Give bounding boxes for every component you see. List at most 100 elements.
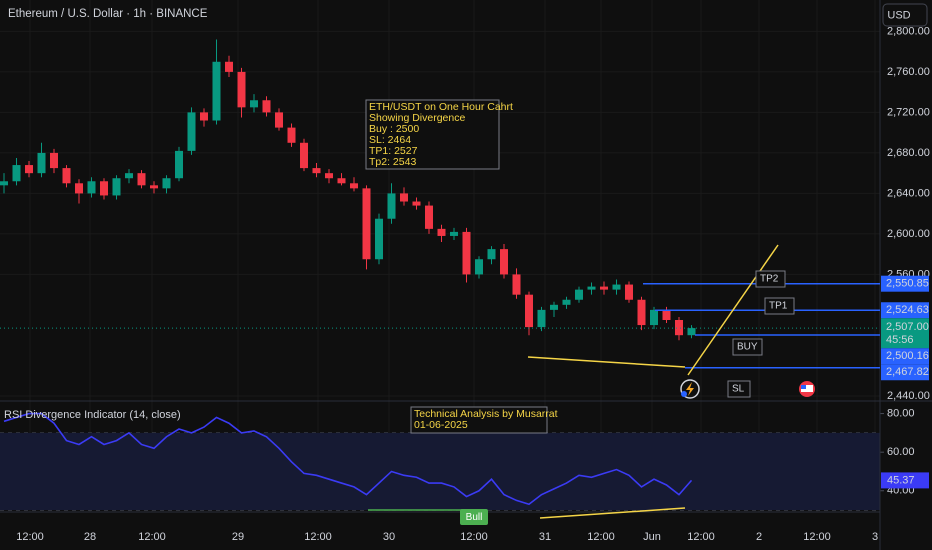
x-tick-label: 12:00 <box>687 531 715 543</box>
candle-body <box>262 100 271 113</box>
y-tick-label: 2,680.00 <box>887 147 930 159</box>
x-tick-label: 28 <box>84 531 96 543</box>
event-flag <box>801 385 813 392</box>
rsi-last-label: 45.37 <box>887 474 915 486</box>
x-tick-label: 29 <box>232 531 244 543</box>
candle-body <box>237 71 246 108</box>
candle-body <box>300 142 308 169</box>
candle-body <box>600 286 608 290</box>
level-pill <box>881 348 929 365</box>
candle-body <box>175 150 183 179</box>
candle-body <box>550 304 558 310</box>
x-tick-label: 12:00 <box>138 531 166 543</box>
candle-body <box>62 168 71 184</box>
candle-body <box>687 328 696 336</box>
annotation-line: Tp2: 2543 <box>369 156 416 168</box>
annotation-line: ETH/USDT on One Hour Cahrt <box>369 101 513 113</box>
candle-body <box>325 173 333 179</box>
event-flag-corner <box>801 385 806 389</box>
y-tick-label: 2,760.00 <box>887 66 930 78</box>
candle-body <box>0 181 8 186</box>
candle-body <box>100 181 108 196</box>
candle-body <box>137 173 146 186</box>
level-chip-label: TP2 <box>760 274 779 285</box>
candle-body <box>125 173 133 179</box>
y-tick-label: 2,720.00 <box>887 106 930 118</box>
x-tick-label: 12:00 <box>803 531 831 543</box>
countdown: 45:56 <box>886 334 914 346</box>
rsi-band <box>0 432 880 511</box>
candle-body <box>537 309 546 328</box>
annotation-line: TP1: 2527 <box>369 145 418 157</box>
candle-body <box>112 178 121 196</box>
candle-body <box>350 183 358 189</box>
signal-box <box>460 509 488 525</box>
candle-body <box>387 193 396 219</box>
level-pill <box>881 302 929 319</box>
candle-body <box>275 112 283 128</box>
x-tick-label: 2 <box>756 531 762 543</box>
alert-bolt <box>686 382 694 396</box>
candle-body <box>487 249 496 260</box>
candle-body <box>450 231 458 236</box>
trend-line <box>687 244 779 376</box>
x-tick-label: 3 <box>872 531 878 543</box>
rsi-trend-line <box>539 507 686 519</box>
candle-body <box>575 289 583 300</box>
x-tick-label: 31 <box>539 531 551 543</box>
candle-body <box>637 299 646 326</box>
candle-body <box>25 165 33 174</box>
annotation-line: Technical Analysis by Musarrat <box>414 408 558 420</box>
candle-body <box>75 183 83 194</box>
candle-body <box>362 188 371 260</box>
alert-icon[interactable] <box>680 379 700 399</box>
candle-body <box>562 299 571 305</box>
rsi-last-pill <box>881 472 929 489</box>
candle-body <box>650 309 658 326</box>
y-tick-label: 2,640.00 <box>887 187 930 199</box>
currency-label[interactable]: USD <box>887 9 910 21</box>
x-tick-label: 12:00 <box>587 531 615 543</box>
candle-body <box>425 205 433 229</box>
candle-body <box>50 152 58 169</box>
candle-body <box>475 259 483 275</box>
rsi-line <box>3 412 693 506</box>
candle-body <box>250 100 258 108</box>
candle-body <box>437 228 446 236</box>
candle-body <box>312 168 321 174</box>
level-value-label: 2,500.16 <box>886 350 929 362</box>
x-tick-label: 12:00 <box>460 531 488 543</box>
candle-body <box>375 218 383 260</box>
candle-body <box>212 61 221 121</box>
candle-body <box>525 294 533 328</box>
currency-button[interactable] <box>882 3 928 27</box>
candle-body <box>87 181 96 194</box>
candle-body <box>162 178 171 189</box>
level-chip <box>764 297 795 315</box>
candle-body <box>337 178 346 184</box>
candle-body <box>12 165 21 182</box>
candle-body <box>612 284 621 290</box>
level-chip-label: BUY <box>737 342 758 353</box>
alert-dot <box>681 391 687 397</box>
candle-body <box>625 284 633 300</box>
last-price-pill <box>881 318 929 349</box>
level-chip-label: TP1 <box>769 301 788 312</box>
x-tick-label: 12:00 <box>304 531 332 543</box>
overlays: 2,800.00 2,760.00 2,720.00 2,680.00 2,640.00… <box>16 25 930 543</box>
candle-body <box>200 112 208 121</box>
annotation-line: Showing Divergence <box>369 112 465 124</box>
level-pill <box>881 275 929 292</box>
candle-body <box>187 112 196 151</box>
candle-body <box>512 274 521 295</box>
x-tick-label: 30 <box>383 531 395 543</box>
level-chip-label: SL <box>732 384 745 395</box>
candle-body <box>462 231 471 275</box>
annotation-box <box>410 406 548 434</box>
signal-label: Bull <box>466 512 483 523</box>
trend-line <box>527 356 686 368</box>
candle-body <box>400 193 408 202</box>
level-chip <box>755 270 786 288</box>
